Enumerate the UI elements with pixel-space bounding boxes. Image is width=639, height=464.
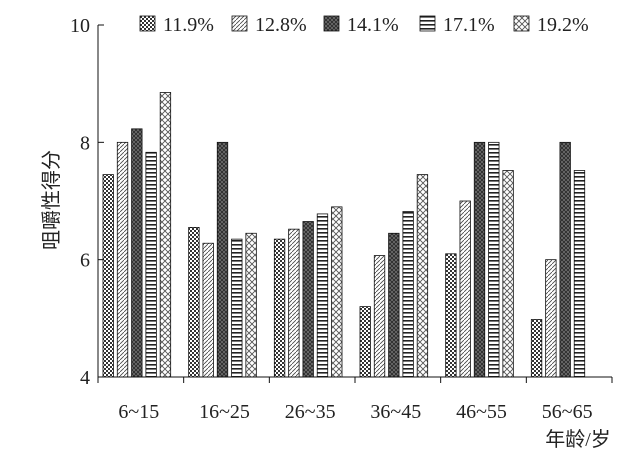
y-tick-label: 4 — [80, 367, 90, 389]
y-tick-label: 6 — [80, 250, 90, 272]
bar-2-2 — [302, 221, 314, 378]
bar-4-3 — [416, 174, 429, 378]
bar-0-0 — [102, 174, 114, 378]
bar-2-0 — [131, 128, 143, 378]
legend-label-1: 12.8% — [255, 14, 307, 36]
x-tick-label: 46~55 — [456, 401, 507, 423]
bar-2-4 — [473, 141, 486, 378]
y-tick-label: 8 — [80, 132, 90, 154]
bar-2-3 — [388, 232, 400, 378]
y-tick-label: 10 — [70, 15, 90, 37]
bar-0-2 — [273, 238, 286, 378]
x-tick-label: 16~25 — [199, 401, 250, 423]
bar-3-4 — [488, 141, 500, 378]
plot-area — [102, 92, 586, 378]
legend-label-0: 11.9% — [163, 14, 214, 36]
x-tick-label: 56~65 — [542, 401, 593, 423]
legend-label-4: 19.2% — [537, 14, 589, 36]
legend-swatch-0 — [139, 15, 156, 32]
bar-4-0 — [159, 92, 172, 378]
bar-2-5 — [559, 141, 571, 378]
legend: 11.9% 12.8% 14.1% 17.1% 19.2% — [139, 14, 589, 36]
bar-1-0 — [116, 141, 129, 378]
y-axis-title: 咀嚼性得分 — [40, 150, 63, 250]
bar-1-4 — [459, 200, 471, 378]
bar-0-4 — [445, 253, 457, 378]
x-axis-title: 年龄/岁 — [545, 428, 611, 451]
bar-1-2 — [288, 228, 300, 378]
bar-3-1 — [231, 238, 243, 378]
legend-label-2: 14.1% — [347, 14, 399, 36]
legend-swatch-2 — [323, 15, 340, 32]
axes: 4 6 8 10 6~15 16~25 26~35 36~45 46~55 56~65 — [70, 15, 613, 423]
x-tick-label: 26~35 — [285, 401, 336, 423]
bar-0-3 — [359, 306, 371, 378]
bar-4-2 — [331, 206, 343, 378]
legend-label-3: 17.1% — [443, 14, 495, 36]
legend-swatch-1 — [231, 15, 248, 32]
bar-2-1 — [216, 141, 229, 378]
bar-3-2 — [316, 213, 329, 378]
bar-1-1 — [202, 242, 214, 378]
legend-swatch-4 — [513, 15, 530, 32]
bar-3-5 — [573, 170, 586, 378]
bar-0-1 — [188, 226, 200, 378]
bar-4-4 — [502, 170, 514, 378]
bar-3-3 — [402, 211, 414, 378]
bar-1-3 — [373, 255, 386, 378]
bar-3-0 — [145, 151, 157, 378]
bar-4-1 — [245, 232, 257, 378]
bar-1-5 — [545, 259, 557, 378]
legend-swatch-3 — [419, 15, 436, 32]
bar-0-5 — [530, 319, 543, 378]
x-tick-label: 36~45 — [370, 401, 421, 423]
x-tick-label: 6~15 — [118, 401, 159, 423]
